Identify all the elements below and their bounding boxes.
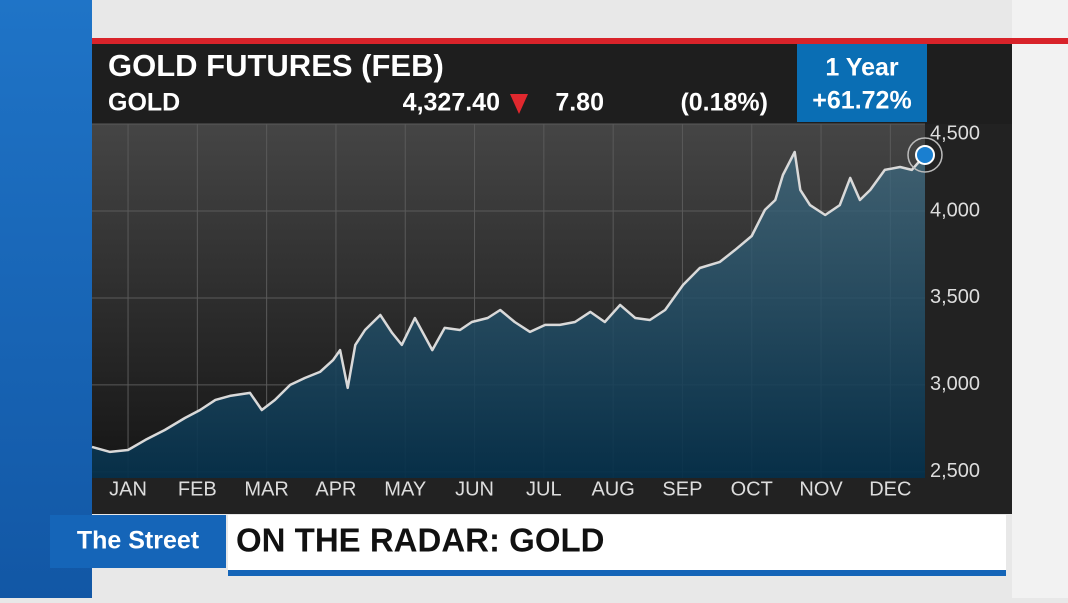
title: GOLD FUTURES (FEB) (108, 48, 444, 83)
y-tick-label: 3,000 (930, 373, 980, 395)
x-tick-label: MAR (244, 478, 288, 500)
down-arrow (510, 94, 528, 114)
period-box (797, 44, 927, 122)
x-tick-label: FEB (178, 478, 217, 500)
price: 4,327.40 (403, 89, 500, 117)
brand-box (50, 515, 226, 568)
x-tick-label: JAN (109, 478, 147, 500)
area (92, 152, 925, 478)
accent-line (92, 38, 1068, 44)
x-tick-label: DEC (869, 478, 911, 500)
side-panel (1012, 0, 1068, 598)
end-ring (907, 137, 943, 173)
y-tick-label: 3,500 (930, 286, 980, 308)
x-tick-label: OCT (731, 478, 773, 500)
headline-underline (228, 570, 1006, 576)
x-tick-label: AUG (591, 478, 634, 500)
line (91, 150, 926, 454)
x-tick-label: NOV (799, 478, 843, 500)
change: 7.80 (555, 89, 604, 117)
headline: ON THE RADAR: GOLD (236, 522, 604, 559)
side-panel (0, 0, 92, 598)
symbol: GOLD (108, 89, 180, 117)
y-tick-label: 2,500 (930, 460, 980, 482)
end-point (915, 144, 935, 165)
period-change: +61.72% (812, 87, 911, 115)
x-tick-label: JUL (526, 478, 562, 500)
x-tick-label: APR (315, 478, 356, 500)
chart: 2,500 3,000 3,500 4,000 4,500 JAN FEB MAR APR MAY… (91, 122, 980, 500)
period: 1 Year (825, 54, 899, 82)
brand: The Street (77, 527, 200, 555)
x-tick-label: SEP (662, 478, 702, 500)
headline-bar (228, 515, 1006, 570)
y-tick-label: 4,500 (930, 122, 980, 144)
x-tick-label: MAY (384, 478, 426, 500)
change-pct: (0.18%) (680, 89, 768, 117)
y-tick-label: 4,000 (930, 199, 980, 221)
x-tick-label: JUN (455, 478, 494, 500)
